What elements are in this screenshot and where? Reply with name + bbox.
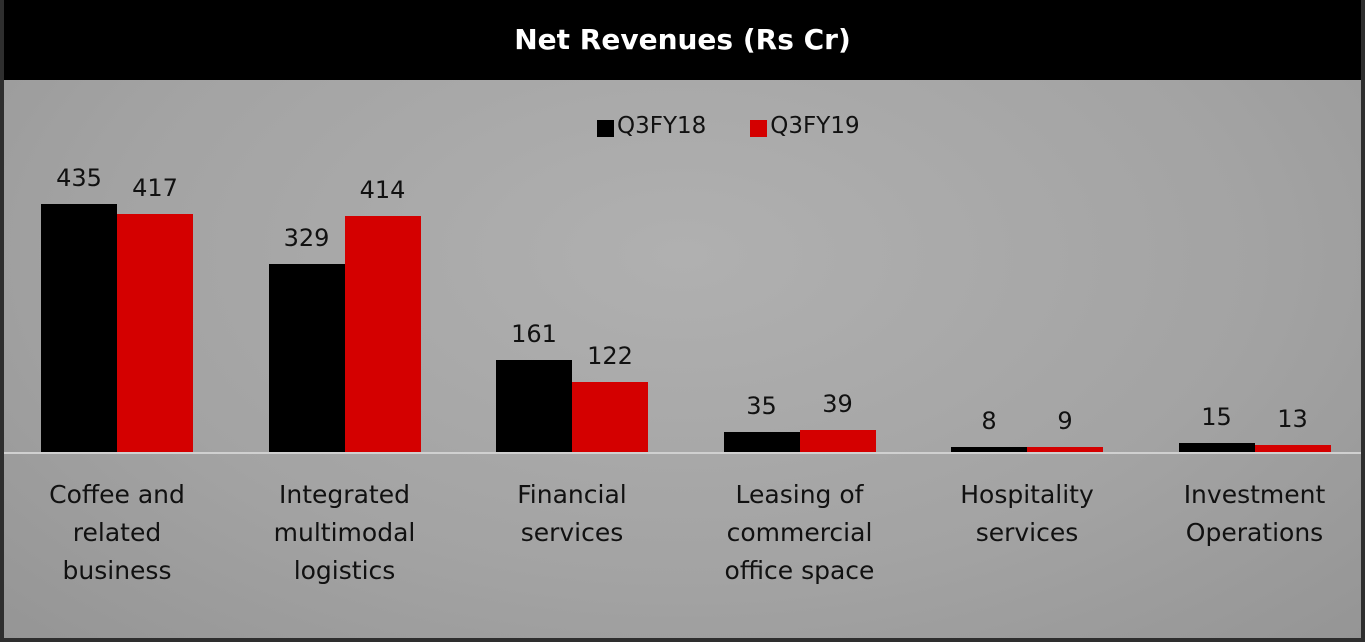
- data-label: 329: [283, 224, 330, 253]
- data-label: 417: [132, 174, 178, 203]
- x-tick-label: Integrated multimodal logistics: [273, 480, 416, 585]
- legend-swatch: [750, 120, 768, 137]
- x-tick-label: Leasing of commercial office space: [724, 480, 875, 585]
- axis-line: [4, 452, 1361, 454]
- bar: [41, 204, 117, 452]
- bar: [723, 432, 800, 452]
- data-label: 435: [56, 164, 102, 193]
- bar: [344, 216, 421, 452]
- data-label: 15: [1201, 403, 1232, 432]
- data-label: 13: [1277, 404, 1308, 433]
- x-tick-label: Investment Operations: [1183, 480, 1326, 547]
- data-label: 9: [1057, 406, 1073, 435]
- x-tick-label: Coffee and related business: [49, 480, 185, 585]
- legend-label: Q3FY18: [617, 113, 707, 139]
- bar: [1178, 443, 1255, 452]
- bar: [1254, 444, 1331, 452]
- x-tick-label: Hospitality services: [960, 480, 1094, 547]
- bar: [496, 360, 572, 452]
- bar: [799, 429, 876, 452]
- data-label: 35: [746, 392, 777, 421]
- data-label: 414: [359, 176, 406, 205]
- bar: [117, 214, 193, 452]
- data-label: 161: [511, 320, 557, 349]
- legend-swatch: [597, 120, 614, 137]
- title-bar: [4, 0, 1361, 80]
- chart-title: Net Revenues (Rs Cr): [514, 23, 851, 56]
- bar: [268, 264, 345, 452]
- x-tick-label: Financial services: [517, 480, 627, 547]
- bar: [951, 447, 1027, 452]
- legend-label: Q3FY19: [770, 113, 860, 139]
- bar: [1027, 446, 1103, 452]
- data-label: 122: [587, 342, 633, 371]
- data-label: 39: [822, 389, 853, 418]
- chart: Net Revenues (Rs Cr) 435 417 Coffee and re…: [4, 0, 1361, 638]
- bar: [572, 382, 648, 452]
- data-label: 8: [981, 407, 997, 436]
